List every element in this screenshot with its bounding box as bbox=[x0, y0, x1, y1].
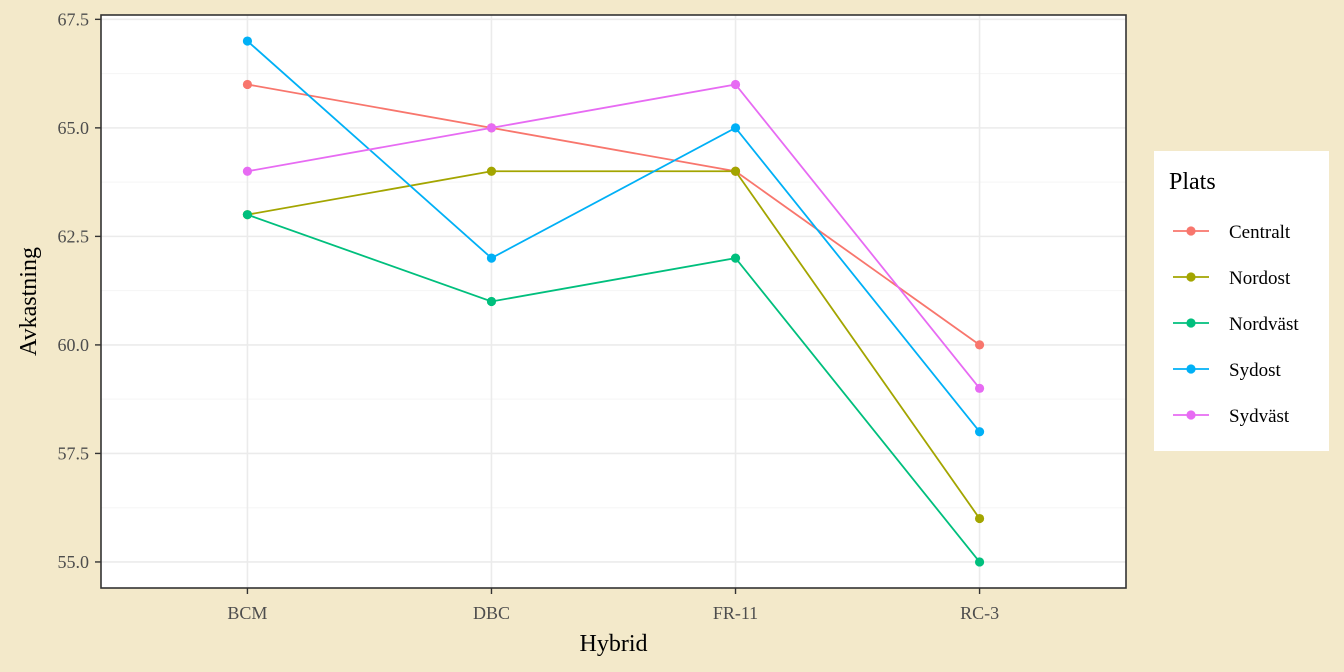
data-point bbox=[242, 210, 253, 220]
series-layer bbox=[242, 36, 985, 567]
series-line bbox=[247, 213, 981, 563]
legend-item-nordväst: Nordväst bbox=[1173, 314, 1299, 335]
data-point bbox=[730, 166, 741, 176]
x-axis: BCM DBC FR-11 RC-3 bbox=[227, 588, 999, 623]
data-point bbox=[242, 36, 253, 46]
series-sydväst bbox=[242, 79, 985, 393]
data-point bbox=[242, 79, 253, 90]
data-point bbox=[486, 296, 497, 307]
x-tick-label: BCM bbox=[227, 603, 267, 623]
legend-item-centralt: Centralt bbox=[1173, 222, 1291, 243]
series-nordväst bbox=[242, 210, 985, 567]
legend-item-sydost: Sydost bbox=[1173, 360, 1281, 381]
x-tick-label: RC-3 bbox=[960, 603, 999, 623]
y-tick-label: 60.0 bbox=[58, 335, 90, 355]
data-point bbox=[730, 253, 741, 263]
series-line bbox=[247, 170, 981, 520]
legend-label: Sydväst bbox=[1229, 406, 1290, 427]
data-point bbox=[974, 427, 985, 437]
legend-items: Centralt Nordost Nordväst Sydost Sydväst bbox=[1173, 222, 1299, 427]
data-point bbox=[242, 166, 253, 176]
legend: Plats Centralt Nordost Nordväst Sydost Sydvä… bbox=[1154, 151, 1329, 451]
data-point bbox=[974, 383, 985, 393]
legend-key-point bbox=[1186, 318, 1196, 328]
x-axis-title: Hybrid bbox=[580, 631, 648, 657]
data-point bbox=[730, 123, 741, 133]
legend-key-point bbox=[1186, 226, 1196, 236]
legend-label: Centralt bbox=[1229, 222, 1291, 243]
data-point bbox=[486, 253, 497, 263]
legend-label: Sydost bbox=[1229, 360, 1281, 381]
legend-item-sydväst: Sydväst bbox=[1173, 406, 1290, 427]
data-point bbox=[974, 340, 985, 350]
data-point bbox=[974, 513, 985, 524]
y-tick-label: 67.5 bbox=[58, 9, 90, 29]
legend-key-point bbox=[1186, 410, 1196, 420]
plot-panel bbox=[101, 15, 1126, 588]
data-point bbox=[486, 166, 497, 176]
legend-key-point bbox=[1186, 272, 1196, 282]
y-axis: 55.0 57.5 60.0 62.5 65.0 67.5 bbox=[58, 9, 101, 572]
series-line bbox=[247, 83, 981, 346]
y-tick-label: 57.5 bbox=[58, 443, 90, 463]
data-point bbox=[730, 79, 741, 90]
x-tick-label: FR-11 bbox=[713, 603, 758, 623]
legend-title: Plats bbox=[1169, 169, 1216, 195]
legend-label: Nordost bbox=[1229, 268, 1291, 289]
plot-panel-border bbox=[100, 14, 1127, 589]
minor-gridlines bbox=[101, 73, 1126, 509]
y-tick-label: 65.0 bbox=[58, 118, 90, 138]
y-axis-title: Avkastning bbox=[16, 247, 42, 356]
y-tick-label: 62.5 bbox=[58, 226, 90, 246]
series-line bbox=[247, 83, 981, 389]
data-point bbox=[486, 123, 497, 133]
legend-key-point bbox=[1186, 364, 1196, 374]
y-tick-label: 55.0 bbox=[58, 552, 90, 572]
x-tick-label: DBC bbox=[473, 603, 510, 623]
legend-box bbox=[1154, 151, 1329, 451]
legend-item-nordost: Nordost bbox=[1173, 268, 1291, 289]
data-point bbox=[974, 557, 985, 567]
legend-label: Nordväst bbox=[1229, 314, 1299, 335]
